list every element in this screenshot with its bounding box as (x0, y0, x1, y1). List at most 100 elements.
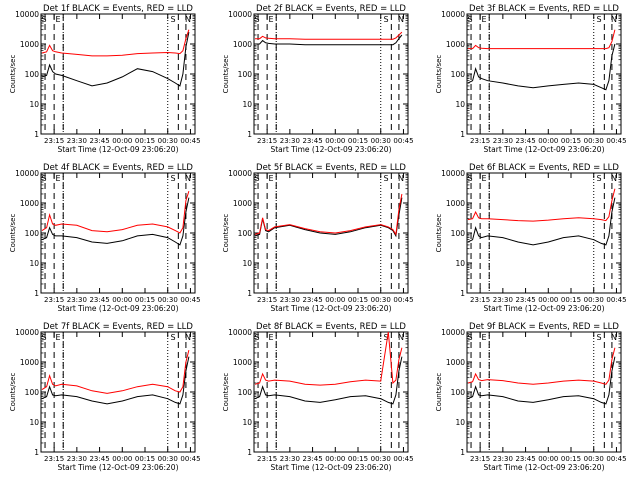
y-tick-label: 1000 (20, 358, 39, 367)
series-line-events (41, 356, 190, 405)
x-tick-label: 00:15 (135, 455, 155, 463)
y-tick-label: 100 (25, 70, 40, 79)
y-tick-label: 10000 (15, 328, 39, 337)
y-tick-label: 10000 (228, 10, 252, 19)
x-tick-label: 23:30 (280, 296, 300, 304)
y-tick-label: 100 (25, 388, 40, 397)
x-tick-label: 00:30 (584, 455, 604, 463)
chart-panel: Det 7f BLACK = Events, RED = LLD 1 10 100 10… (9, 322, 201, 472)
y-axis-label: Counts/sec (435, 214, 443, 253)
y-tick-label: 10 (242, 259, 252, 268)
y-axis-label: Counts/sec (222, 373, 230, 412)
x-tick-label: 23:15 (470, 455, 490, 463)
y-tick-label: 1 (460, 130, 465, 139)
x-tick-label: 23:30 (493, 455, 513, 463)
series-line-lld (41, 190, 190, 234)
x-tick-label: 23:30 (280, 137, 300, 145)
x-tick-label: 23:45 (89, 137, 109, 145)
y-axis-label: Counts/sec (9, 214, 17, 253)
y-tick-label: 100 (238, 229, 253, 238)
marker-label: S (254, 174, 259, 183)
marker-label: S (170, 15, 175, 24)
x-tick-label: 23:30 (493, 296, 513, 304)
x-tick-label: 23:45 (515, 137, 535, 145)
y-tick-label: 10000 (441, 10, 465, 19)
y-tick-label: 100 (238, 70, 253, 79)
y-tick-label: 10 (242, 418, 252, 427)
marker-label: N (398, 15, 404, 24)
x-axis-label: Start Time (12-Oct-09 23:06:20) (270, 304, 391, 313)
chart-panel: Det 5f BLACK = Events, RED = LLD 1 10 100 10… (222, 163, 414, 313)
x-tick-label: 00:30 (371, 137, 391, 145)
x-tick-label: 23:15 (257, 137, 277, 145)
y-tick-label: 100 (25, 229, 40, 238)
x-tick-label: 23:30 (493, 137, 513, 145)
x-tick-label: 23:15 (44, 296, 64, 304)
y-tick-label: 10 (29, 418, 39, 427)
x-tick-label: 00:45 (393, 296, 413, 304)
x-tick-label: 00:30 (371, 296, 391, 304)
marker-label: S (170, 174, 175, 183)
marker-label: S (596, 15, 601, 24)
marker-label: S (467, 15, 472, 24)
x-tick-label: 23:30 (67, 296, 87, 304)
marker-label: E (481, 333, 486, 342)
x-tick-label: 23:45 (515, 296, 535, 304)
x-tick-label: 23:45 (89, 455, 109, 463)
y-axis-label: Counts/sec (222, 55, 230, 94)
plot-frame (40, 172, 196, 294)
series-line-events (467, 43, 616, 91)
y-tick-label: 10 (29, 259, 39, 268)
marker-label: N (185, 15, 191, 24)
y-tick-label: 10 (455, 259, 465, 268)
y-tick-label: 1 (247, 289, 252, 298)
y-tick-label: 1 (34, 130, 39, 139)
marker-label: E (55, 15, 60, 24)
marker-label: N (611, 333, 617, 342)
x-tick-label: 00:15 (348, 296, 368, 304)
y-tick-label: 1 (460, 289, 465, 298)
x-axis-label: Start Time (12-Oct-09 23:06:20) (57, 145, 178, 154)
x-tick-label: 00:30 (158, 455, 178, 463)
x-axis-label: Start Time (12-Oct-09 23:06:20) (270, 145, 391, 154)
plot-frame (40, 13, 196, 135)
series-line-events (41, 32, 190, 87)
x-tick-label: 00:00 (112, 137, 132, 145)
y-tick-label: 1000 (446, 199, 465, 208)
x-tick-label: 00:45 (606, 137, 626, 145)
chart-title: Det 1f BLACK = Events, RED = LLD (43, 4, 193, 14)
marker-label: S (170, 333, 175, 342)
x-tick-label: 23:45 (302, 455, 322, 463)
chart-title: Det 5f BLACK = Events, RED = LLD (256, 163, 406, 173)
x-tick-label: 00:15 (348, 137, 368, 145)
y-tick-label: 1000 (233, 40, 252, 49)
series-line-lld (468, 29, 616, 50)
x-tick-label: 00:30 (584, 137, 604, 145)
x-tick-label: 23:15 (257, 455, 277, 463)
marker-label: N (398, 333, 404, 342)
marker-label: E (55, 174, 60, 183)
x-tick-label: 23:15 (44, 137, 64, 145)
y-tick-label: 1 (247, 448, 252, 457)
plot-frame (466, 13, 622, 135)
x-axis-label: Start Time (12-Oct-09 23:06:20) (483, 145, 604, 154)
x-tick-label: 23:45 (302, 296, 322, 304)
x-tick-label: 00:00 (325, 296, 345, 304)
x-tick-label: 00:00 (325, 455, 345, 463)
chart-panel: Det 8f BLACK = Events, RED = LLD 1 10 100 10… (222, 322, 414, 472)
chart-title: Det 2f BLACK = Events, RED = LLD (256, 4, 406, 14)
x-tick-label: 00:15 (561, 137, 581, 145)
x-tick-label: 00:15 (561, 455, 581, 463)
marker-label: S (41, 15, 46, 24)
marker-label: N (185, 174, 191, 183)
marker-label: N (185, 333, 191, 342)
y-axis-label: Counts/sec (435, 55, 443, 94)
marker-label: S (254, 15, 259, 24)
y-tick-label: 1 (34, 289, 39, 298)
x-tick-label: 00:00 (325, 137, 345, 145)
x-tick-label: 00:15 (135, 296, 155, 304)
series-line-events (41, 197, 190, 246)
x-tick-label: 00:45 (180, 137, 200, 145)
chart-panel: Det 9f BLACK = Events, RED = LLD 1 10 100 10… (435, 322, 627, 472)
